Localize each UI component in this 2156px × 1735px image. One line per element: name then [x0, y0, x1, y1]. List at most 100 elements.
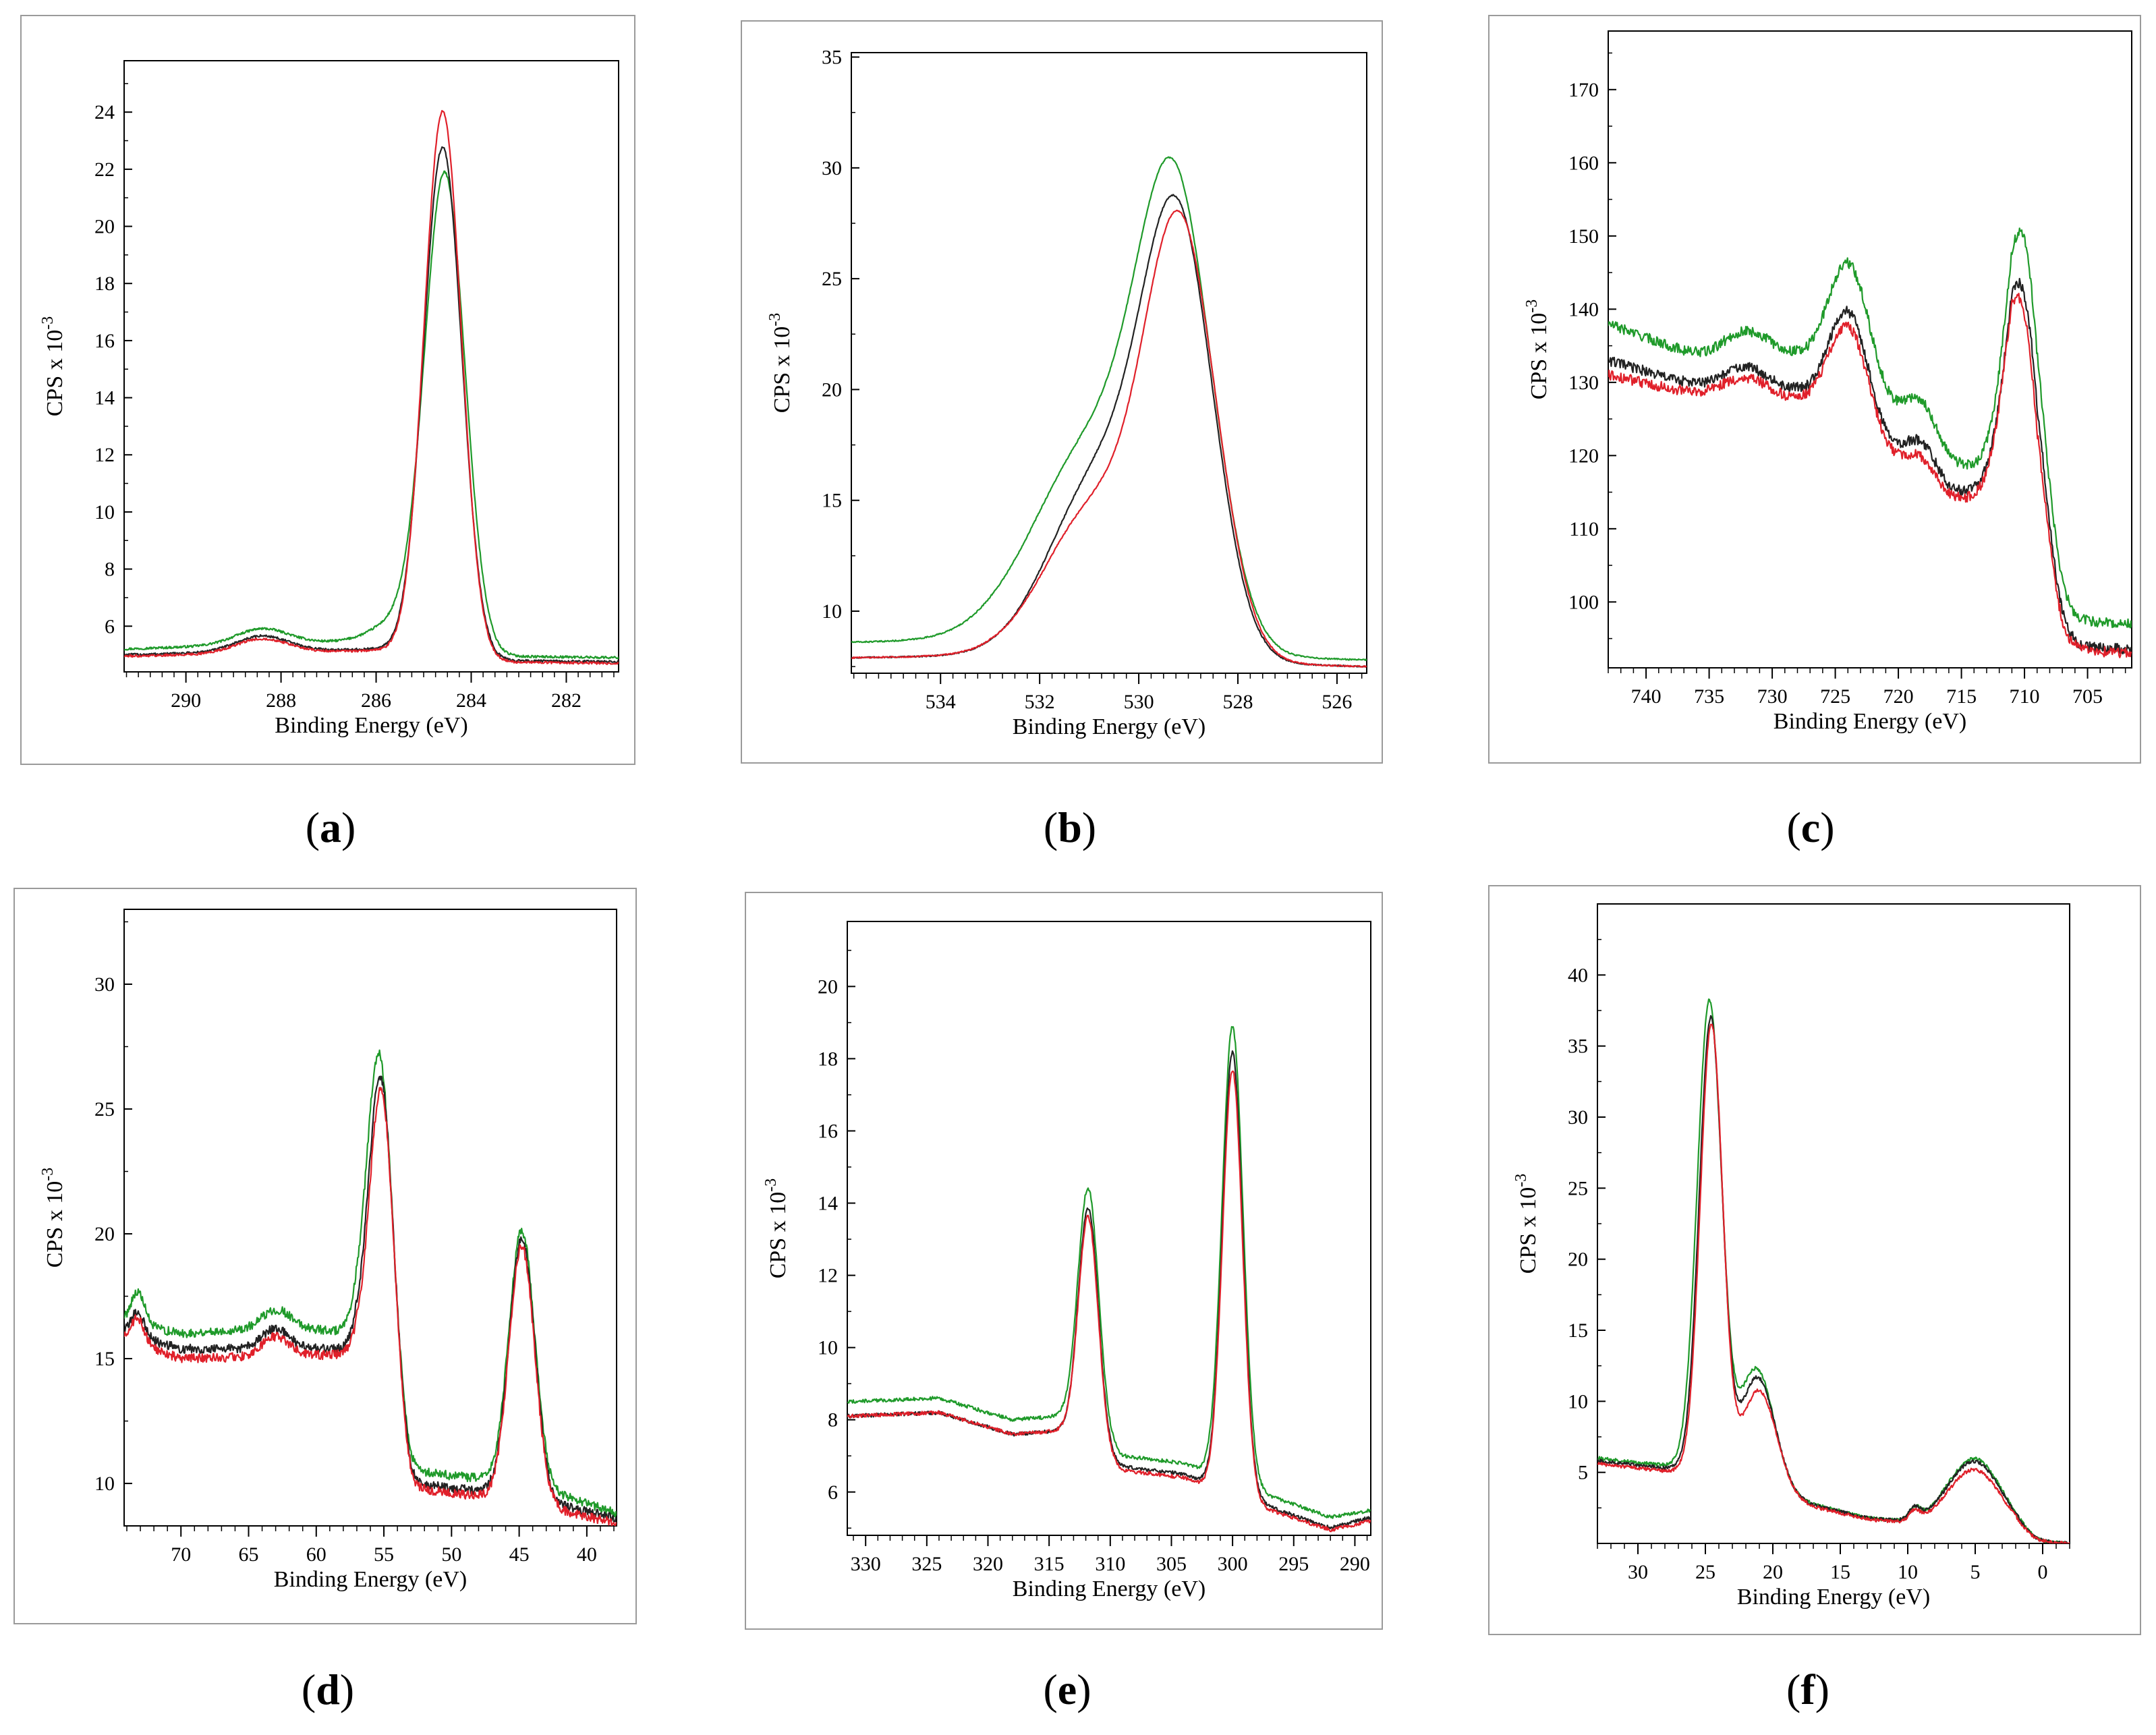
series-line-green — [851, 156, 1367, 661]
panel-label-a: (a) — [305, 803, 356, 851]
chart-e: 6 8 10 12 14 16 18 20 330 325 320 315 310 305 300 295 29… — [762, 921, 1371, 1601]
y-tick-label: 30 — [94, 973, 115, 996]
panel-d-frame: 10 15 20 25 30 70 65 60 55 50 45 40 Binding Energy (… — [13, 888, 637, 1624]
x-axis-title: Binding Energy (eV) — [1774, 709, 1966, 734]
plot-area — [123, 60, 619, 673]
y-tick-label: 150 — [1568, 225, 1599, 248]
y-axis-title: CPS x 10-3 — [39, 1168, 67, 1268]
series-line-red — [851, 209, 1367, 668]
chart-f: 5 10 15 20 25 30 35 40 30 25 20 15 10 5 0 Binding Energ… — [1512, 903, 2070, 1610]
x-tick-label: 30 — [1628, 1561, 1648, 1583]
series-line-black — [851, 194, 1367, 668]
y-axis-title-exponent: -3 — [762, 1178, 780, 1192]
y-tick-label: 110 — [1569, 518, 1599, 540]
series-line-red — [1597, 1023, 2070, 1543]
y-axis-title: CPS x 10-3 — [762, 1178, 791, 1279]
x-tick-label: 20 — [1763, 1561, 1783, 1583]
x-tick-label: 325 — [911, 1553, 942, 1575]
series-line-red — [1608, 293, 2132, 658]
y-tick-label: 20 — [1568, 1249, 1588, 1271]
x-tick-label: 290 — [1340, 1553, 1370, 1575]
x-tick-label: 526 — [1322, 691, 1352, 713]
y-tick-label: 25 — [822, 268, 842, 290]
x-tick-label: 295 — [1278, 1553, 1309, 1575]
x-tick-label: 5 — [1970, 1561, 1981, 1583]
y-tick-label: 6 — [105, 615, 115, 637]
x-tick-label: 705 — [2072, 685, 2103, 708]
x-tick-label: 40 — [577, 1543, 597, 1566]
x-tick-label: 534 — [926, 691, 956, 713]
x-tick-label: 65 — [239, 1543, 259, 1566]
panel-b-frame: 10 15 20 25 30 35 534 532 530 528 526 Binding Energ… — [741, 20, 1383, 764]
y-tick-label: 22 — [94, 159, 115, 181]
y-tick-label: 5 — [1578, 1462, 1588, 1484]
panel-f-frame: 5 10 15 20 25 30 35 40 30 25 20 15 10 5 0 Binding Energ… — [1488, 885, 2141, 1635]
y-tick-label: 25 — [1568, 1177, 1588, 1199]
series-line-red — [847, 1071, 1371, 1533]
x-tick-label: 0 — [2038, 1561, 2048, 1583]
y-tick-label: 15 — [94, 1348, 115, 1370]
panel-label-c: (c) — [1786, 803, 1835, 851]
y-tick-label: 40 — [1568, 964, 1588, 986]
series-line-green — [847, 1026, 1371, 1519]
plot-area — [851, 52, 1367, 674]
y-tick-label: 35 — [1568, 1035, 1588, 1058]
x-tick-label: 288 — [266, 689, 296, 712]
series-line-black — [124, 146, 619, 664]
y-tick-label: 16 — [818, 1120, 838, 1142]
panel-label-e: (e) — [1043, 1666, 1091, 1713]
y-tick-label: 6 — [828, 1481, 838, 1504]
x-tick-label: 532 — [1025, 691, 1055, 713]
y-tick-label: 35 — [822, 47, 842, 69]
x-tick-label: 715 — [1946, 685, 1977, 708]
x-tick-label: 530 — [1124, 691, 1154, 713]
x-tick-label: 45 — [509, 1543, 530, 1566]
series-line-red — [124, 110, 619, 665]
series-line-black — [1597, 1015, 2070, 1543]
x-axis-title: Binding Energy (eV) — [275, 713, 467, 738]
y-tick-label: 12 — [818, 1265, 838, 1287]
y-tick-label: 30 — [1568, 1106, 1588, 1129]
panel-label-d: (d) — [301, 1666, 355, 1713]
x-tick-label: 55 — [374, 1543, 394, 1566]
y-tick-label: 10 — [818, 1337, 838, 1359]
y-tick-label: 25 — [94, 1098, 115, 1120]
series-line-black — [847, 1050, 1371, 1530]
y-tick-label: 170 — [1568, 79, 1599, 101]
x-tick-label: 735 — [1694, 685, 1724, 708]
y-tick-label: 20 — [822, 378, 842, 401]
y-axis-title: CPS x 10-3 — [1523, 300, 1552, 400]
x-tick-label: 282 — [551, 689, 581, 712]
x-tick-label: 315 — [1034, 1553, 1065, 1575]
x-tick-label: 730 — [1757, 685, 1788, 708]
y-axis-title-main: CPS x 10 — [770, 326, 795, 414]
y-tick-label: 30 — [822, 157, 842, 179]
x-axis-title: Binding Energy (eV) — [1013, 1576, 1205, 1601]
chart-a: 6 8 10 12 14 16 18 20 22 24 290 288 286 284 282 Binding… — [39, 60, 619, 738]
chart-b: 10 15 20 25 30 35 534 532 530 528 526 Binding Energ… — [766, 47, 1367, 739]
y-axis-title-exponent: -3 — [1523, 300, 1541, 313]
panel-a-frame: 6 8 10 12 14 16 18 20 22 24 290 288 286 284 282 Binding… — [20, 15, 635, 765]
y-tick-label: 14 — [94, 387, 115, 409]
y-axis-title-main: CPS x 10 — [766, 1192, 791, 1279]
y-axis-title-main: CPS x 10 — [1516, 1187, 1541, 1274]
y-tick-label: 15 — [822, 490, 842, 512]
y-axis-title-main: CPS x 10 — [42, 330, 67, 417]
plot-area — [1597, 903, 2070, 1544]
series-line-green — [1608, 227, 2132, 629]
x-tick-label: 284 — [456, 689, 486, 712]
y-tick-label: 24 — [94, 101, 115, 123]
x-tick-label: 310 — [1095, 1553, 1125, 1575]
y-axis-title-exponent: -3 — [39, 1168, 57, 1181]
y-tick-label: 20 — [818, 975, 838, 998]
y-tick-label: 10 — [822, 600, 842, 623]
y-tick-label: 14 — [818, 1193, 838, 1215]
y-tick-label: 100 — [1568, 591, 1599, 613]
x-tick-label: 720 — [1883, 685, 1914, 708]
x-tick-label: 305 — [1156, 1553, 1187, 1575]
panel-label-f: (f) — [1786, 1666, 1829, 1713]
series-line-green — [124, 170, 619, 660]
x-tick-label: 290 — [171, 689, 201, 712]
series-line-green — [1597, 998, 2070, 1543]
plot-area — [847, 921, 1371, 1536]
